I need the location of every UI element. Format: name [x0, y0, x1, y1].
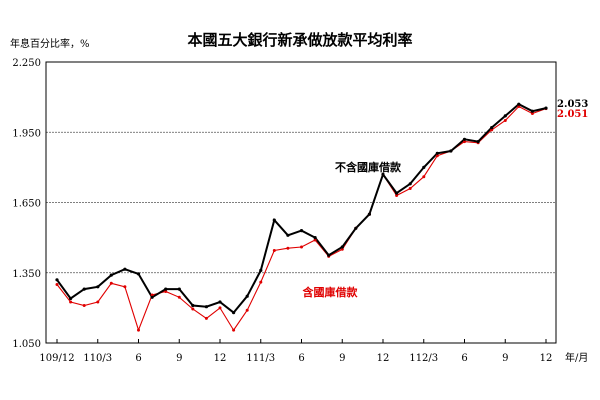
x-tick-label: 112/3 [409, 353, 438, 364]
y-axis-ticks: 1.050 1.350 1.650 1.950 2.250 [12, 58, 41, 350]
data-point-black [422, 165, 426, 169]
data-point-black [490, 126, 494, 130]
x-axis-unit: 年/月 [565, 351, 588, 364]
data-point-black [367, 212, 371, 216]
data-point-red [463, 140, 466, 144]
gridlines [46, 131, 556, 274]
data-point-black [286, 233, 290, 237]
data-point-red [150, 293, 154, 297]
data-point-red [435, 154, 439, 158]
data-point-black [177, 287, 181, 291]
data-point-red [259, 280, 263, 284]
data-point-black [164, 287, 168, 291]
x-tick-label: 6 [461, 353, 467, 364]
data-point-black [204, 305, 208, 309]
x-tick-label: 9 [339, 353, 345, 364]
series-line-excluding-treasury [56, 103, 547, 314]
data-point-red [232, 328, 236, 332]
x-tick-label: 6 [135, 353, 141, 364]
data-point-red [55, 283, 59, 286]
data-point-black [150, 295, 154, 299]
data-point-red [177, 295, 181, 299]
data-point-red [204, 316, 208, 320]
data-point-red [272, 249, 276, 252]
data-point-black [395, 191, 399, 195]
data-point-black [136, 272, 141, 276]
data-point-black [123, 267, 127, 271]
data-point-red [109, 281, 113, 285]
data-point-black [191, 303, 195, 308]
x-tick-label: 12 [540, 353, 553, 364]
end-value-label-black: 2.053 [557, 99, 588, 110]
data-point-black [462, 137, 467, 141]
data-point-red [191, 307, 195, 311]
chart-title: 本國五大銀行新承做放款平均利率 [187, 31, 412, 49]
data-point-black [327, 253, 331, 257]
data-point-red [408, 187, 412, 190]
data-point-black [530, 109, 535, 113]
data-point-black [476, 140, 480, 144]
y-tick-label: 1.950 [12, 128, 41, 139]
data-point-black [313, 236, 317, 240]
series-lines [56, 103, 547, 332]
data-point-red [245, 308, 249, 312]
data-point-black [503, 114, 507, 118]
data-point-black [517, 102, 521, 106]
data-point-black [381, 172, 385, 176]
x-tick-label: 109/12 [39, 353, 74, 364]
x-tick-label: 6 [298, 353, 304, 364]
data-point-black [354, 226, 358, 230]
x-tick-label: 110/3 [83, 353, 112, 364]
x-tick-label: 9 [176, 353, 182, 364]
data-point-black [299, 229, 304, 233]
data-point-red [286, 246, 290, 250]
data-point-black [82, 287, 86, 291]
data-point-red [517, 105, 521, 108]
data-point-black [218, 300, 222, 304]
data-point-black [109, 273, 113, 277]
data-point-red [530, 112, 534, 115]
data-point-black [408, 182, 412, 186]
data-point-black [259, 268, 263, 272]
data-point-red [503, 119, 507, 122]
series-label-including-treasury: 含國庫借款 [302, 285, 359, 299]
data-point-red [395, 194, 399, 197]
x-tick-label: 9 [502, 353, 508, 364]
data-point-black [449, 149, 453, 153]
data-point-red [490, 128, 494, 132]
data-point-red [96, 300, 100, 304]
data-point-red [218, 306, 222, 310]
y-axis-unit: 年息百分比率，% [10, 37, 90, 50]
data-point-black [245, 294, 249, 298]
data-point-black [435, 151, 439, 155]
data-point-red [300, 245, 303, 249]
data-point-black [96, 285, 100, 289]
end-value-label-red: 2.051 [557, 109, 588, 120]
data-point-black [69, 296, 73, 301]
data-point-black [55, 278, 59, 282]
x-tick-label: 111/3 [246, 353, 275, 364]
x-axis-ticks: 109/12 110/3 6 9 12 111/3 6 9 12 112/3 6 9 12 [39, 339, 552, 364]
x-tick-label: 12 [377, 353, 390, 364]
data-point-black [340, 245, 344, 249]
y-tick-label: 1.350 [12, 269, 41, 280]
data-point-red [164, 290, 168, 293]
data-point-red [137, 328, 140, 332]
y-tick-label: 1.650 [12, 199, 41, 210]
data-point-red [340, 247, 344, 251]
series-label-excluding-treasury: 不含國庫借款 [335, 160, 402, 174]
y-tick-label: 2.250 [12, 58, 41, 69]
data-point-black [232, 311, 236, 315]
data-point-black [272, 218, 276, 222]
series-points [55, 102, 548, 332]
data-point-red [313, 238, 317, 242]
data-point-red [422, 175, 426, 179]
data-point-red [123, 285, 127, 289]
data-point-black [544, 106, 548, 110]
y-tick-label: 1.050 [12, 339, 41, 350]
x-tick-label: 12 [214, 353, 227, 364]
data-point-red [82, 304, 86, 307]
data-point-red [69, 300, 73, 304]
